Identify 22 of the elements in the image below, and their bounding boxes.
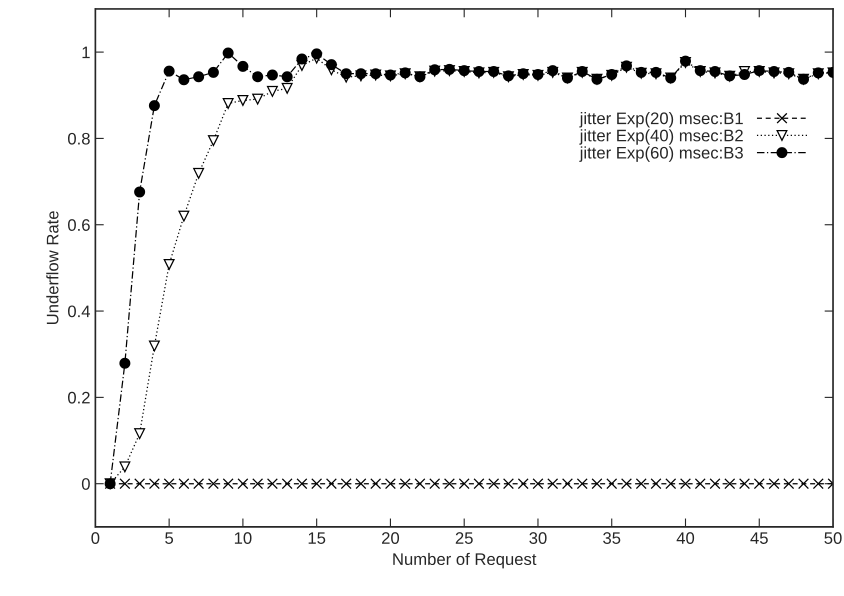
y-tick-label: 0.8 <box>68 132 90 145</box>
y-tick-label: 0.6 <box>68 219 90 231</box>
y-axis-title: Underflow Rate <box>46 211 58 324</box>
x-tick-label: 40 <box>676 532 694 544</box>
y-tick-label: 1 <box>82 46 90 58</box>
legend-label: jitter Exp(40) msec:B2 <box>579 129 743 145</box>
x-tick-label: 5 <box>165 532 174 544</box>
x-tick-label: 45 <box>750 532 768 544</box>
x-axis-title: Number of Request <box>393 552 536 568</box>
x-tick-label: 10 <box>234 532 252 544</box>
x-tick-label: 15 <box>308 532 326 544</box>
y-tick-label: 0.4 <box>68 305 90 318</box>
x-tick-label: 30 <box>529 532 547 544</box>
legend-label: jitter Exp(20) msec:B1 <box>579 112 743 128</box>
x-tick-label: 0 <box>91 532 100 544</box>
y-tick-label: 0 <box>82 478 90 490</box>
x-tick-label: 50 <box>824 532 842 544</box>
x-tick-label: 20 <box>382 532 400 544</box>
x-tick-label: 25 <box>456 532 473 544</box>
y-tick-label: 0.2 <box>68 392 90 404</box>
legend-label: jitter Exp(60) msec:B3 <box>579 146 743 162</box>
x-tick-label: 35 <box>603 532 620 544</box>
